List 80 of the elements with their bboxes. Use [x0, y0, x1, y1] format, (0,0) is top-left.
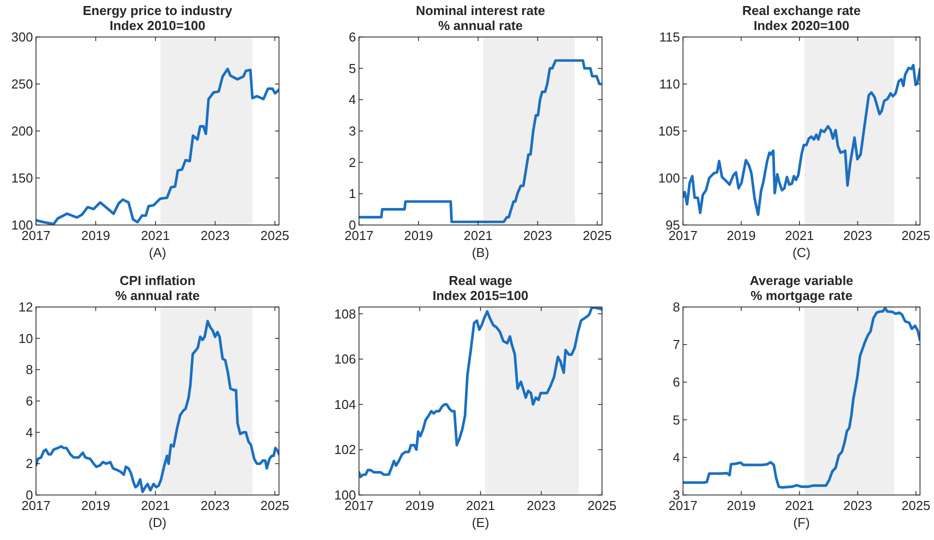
x-tick-label: 2025: [260, 498, 290, 513]
y-tick-label: 250: [11, 76, 33, 92]
x-tick-label: 2019: [404, 228, 434, 243]
y-tick-label: 115: [659, 30, 680, 44]
x-tick-label: 2017: [344, 498, 374, 513]
y-tick-label: 5: [348, 60, 356, 76]
y-tick-label: 2: [348, 154, 356, 170]
y-tick-label: 12: [18, 300, 33, 314]
y-tick-label: 105: [658, 124, 680, 138]
y-tick-label: 10: [18, 330, 33, 346]
x-tick-label: 2023: [843, 498, 872, 513]
x-tick-label: 2021: [140, 498, 170, 513]
x-tick-label: 2025: [588, 498, 616, 513]
text: (F): [793, 515, 810, 530]
chart-title: Nominal interest rate: [416, 3, 546, 18]
x-tick-label: 2023: [200, 228, 230, 243]
text: (E): [472, 515, 490, 530]
y-tick-label: 3: [672, 488, 680, 502]
chart-subtitle: Index 2020=100: [754, 18, 850, 33]
x-tick-label: 2023: [200, 498, 230, 513]
y-tick-label: 300: [11, 30, 33, 44]
chart-subtitle: Index 2015=100: [432, 288, 528, 303]
y-tick-label: 8: [672, 300, 680, 314]
y-tick-label: 6: [26, 394, 33, 408]
chart-title: Average variable: [750, 273, 854, 288]
y-tick-label: 4: [26, 424, 33, 440]
text: (B): [472, 245, 490, 260]
x-tick-label: 2023: [523, 228, 552, 243]
y-tick-label: 3: [348, 124, 356, 138]
y-tick-label: 110: [659, 76, 680, 92]
x-tick-label: 2025: [901, 228, 930, 243]
y-tick-label: 102: [334, 442, 356, 458]
chart-title: Energy price to industry: [82, 3, 234, 18]
text: (A): [148, 245, 166, 260]
chart-subtitle: % annual rate: [438, 18, 523, 33]
x-tick-label: 2019: [726, 228, 756, 243]
y-tick-label: 108: [334, 306, 356, 322]
y-tick-label: 104: [334, 396, 356, 412]
chart-subtitle: % annual rate: [115, 288, 200, 303]
y-tick-label: 6: [672, 374, 680, 390]
x-tick-label: 2023: [526, 498, 556, 513]
x-tick-label: 2019: [81, 498, 110, 513]
x-tick-label: 2021: [466, 498, 495, 513]
y-tick-label: 7: [672, 337, 680, 352]
text: (D): [148, 515, 167, 530]
x-tick-label: 2021: [785, 498, 814, 513]
chart-subtitle: % mortgage rate: [750, 288, 852, 303]
text: (C): [792, 245, 811, 260]
y-tick-label: 4: [672, 450, 680, 465]
y-tick-label: 1: [348, 186, 356, 202]
chart-title: Real exchange rate: [742, 3, 861, 18]
y-tick-label: 8: [26, 362, 33, 378]
chart-title: CPI inflation: [120, 273, 196, 288]
line-series: [36, 320, 279, 494]
x-tick-label: 2019: [81, 228, 110, 243]
x-tick-label: 2019: [726, 498, 756, 513]
line-series: [36, 68, 279, 225]
x-tick-label: 2019: [405, 498, 434, 513]
y-tick-label: 2: [26, 456, 33, 472]
y-tick-label: 106: [334, 352, 356, 367]
x-tick-label: 2025: [260, 228, 290, 243]
x-tick-label: 2021: [140, 228, 170, 243]
x-tick-label: 2025: [901, 498, 930, 513]
line-series: [683, 64, 920, 216]
x-tick-label: 2025: [582, 228, 612, 243]
chart-subtitle: Index 2010=100: [110, 18, 206, 33]
x-tick-label: 2023: [843, 228, 872, 243]
y-tick-label: 150: [11, 170, 33, 186]
line-series: [683, 307, 920, 489]
y-tick-label: 4: [348, 92, 356, 108]
chart-title: Real wage: [448, 273, 512, 288]
x-tick-label: 2021: [464, 228, 493, 243]
y-tick-label: 100: [658, 170, 680, 186]
x-tick-label: 2021: [785, 228, 814, 243]
y-tick-label: 200: [11, 124, 33, 138]
y-tick-label: 6: [348, 30, 356, 44]
line-series: [359, 307, 602, 478]
y-tick-label: 5: [672, 412, 680, 428]
line-series: [359, 59, 602, 224]
x-tick-label: 2017: [22, 228, 50, 243]
